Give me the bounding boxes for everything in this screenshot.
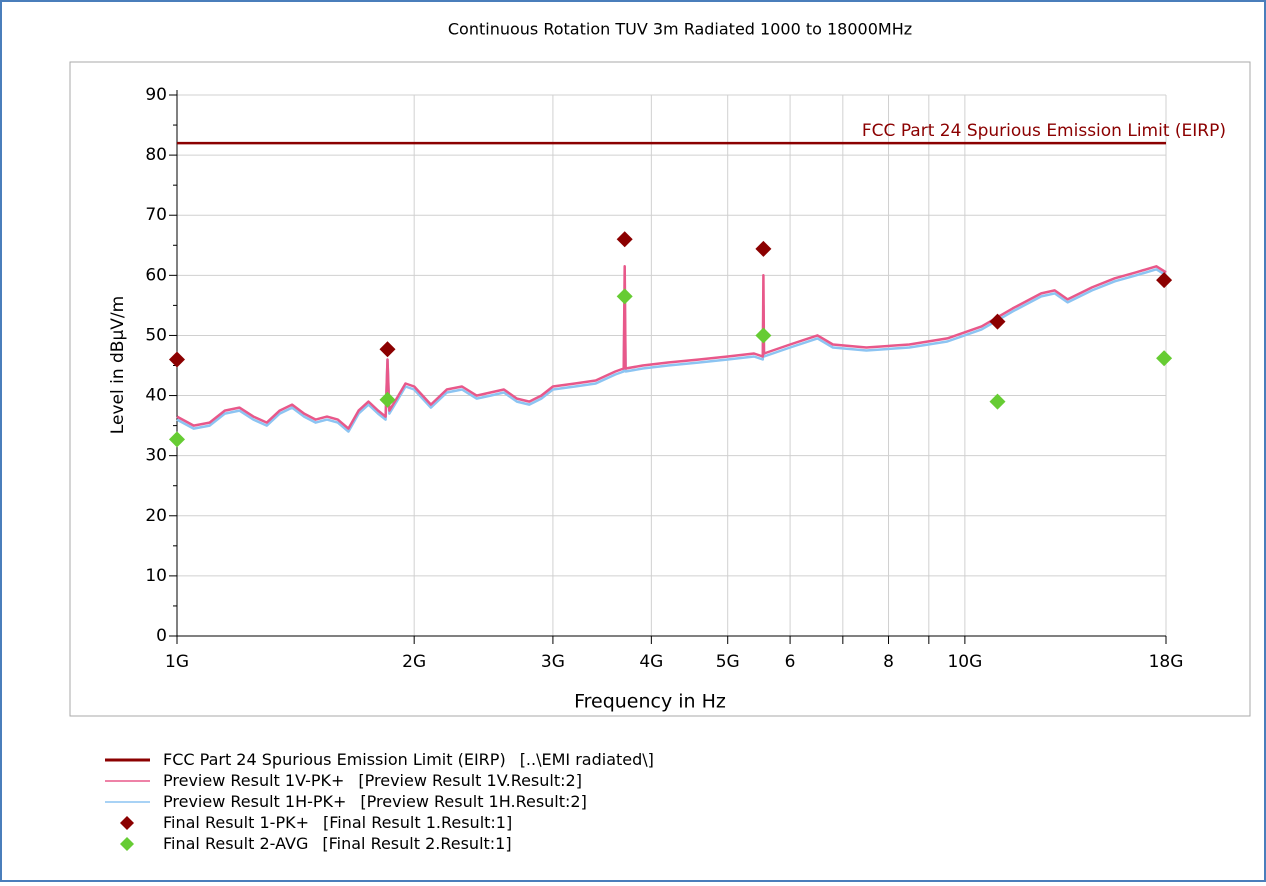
y-tick-label: 0	[156, 626, 167, 646]
legend-source: [Final Result 2.Result:1]	[322, 834, 511, 853]
marker	[379, 341, 396, 358]
legend-name: Final Result 2-AVG	[163, 834, 308, 853]
x-tick-label: 18G	[1149, 652, 1184, 672]
y-tick-label: 10	[145, 566, 167, 586]
legend-source: [Preview Result 1V.Result:2]	[358, 771, 582, 790]
y-tick-label: 50	[145, 325, 167, 345]
x-tick-label: 10G	[947, 652, 982, 672]
legend-entry: FCC Part 24 Spurious Emission Limit (EIR…	[163, 750, 654, 769]
legend-name: Preview Result 1H-PK+	[163, 792, 346, 811]
trace	[176, 265, 1167, 430]
legend-source: [..\EMI radiated\]	[520, 750, 654, 769]
legend-name: Preview Result 1V-PK+	[163, 771, 344, 790]
legend-marker	[120, 816, 134, 830]
y-tick-label: 20	[145, 506, 167, 526]
y-tick-label: 30	[145, 446, 167, 466]
x-tick-label: 6	[785, 652, 796, 672]
marker	[616, 288, 633, 305]
plot-box	[69, 61, 1251, 717]
trace	[176, 268, 1167, 433]
y-tick-label: 70	[145, 205, 167, 225]
x-axis-label: Frequency in Hz	[574, 691, 726, 713]
legend-source: [Preview Result 1H.Result:2]	[360, 792, 586, 811]
marker	[1156, 272, 1173, 289]
x-tick-label: 8	[883, 652, 894, 672]
marker	[989, 393, 1006, 410]
legend-entry: Preview Result 1V-PK+ [Preview Result 1V.…	[163, 771, 582, 790]
marker	[169, 431, 185, 448]
y-tick-label: 60	[145, 265, 167, 285]
x-tick-label: 1G	[165, 652, 189, 672]
y-tick-label: 90	[145, 85, 167, 105]
y-tick-label: 40	[145, 386, 167, 406]
x-tick-label: 3G	[541, 652, 565, 672]
marker	[169, 351, 185, 368]
legend-marker	[120, 837, 134, 851]
marker	[755, 327, 772, 344]
legend-entry: Preview Result 1H-PK+ [Preview Result 1H.…	[163, 792, 587, 811]
marker	[755, 240, 772, 257]
marker	[1156, 350, 1173, 367]
chart-title: Continuous Rotation TUV 3m Radiated 1000…	[448, 20, 912, 39]
x-tick-label: 2G	[402, 652, 426, 672]
marker	[989, 313, 1006, 330]
y-axis-label: Level in dBµV/m	[108, 296, 128, 434]
y-tick-label: 80	[145, 145, 167, 165]
legend-entry: Final Result 1-PK+ [Final Result 1.Result…	[163, 813, 512, 832]
marker	[616, 231, 633, 248]
legend-source: [Final Result 1.Result:1]	[323, 813, 512, 832]
legend-entry: Final Result 2-AVG [Final Result 2.Result…	[163, 834, 512, 853]
x-tick-label: 4G	[639, 652, 663, 672]
legend-name: FCC Part 24 Spurious Emission Limit (EIR…	[163, 750, 506, 769]
limit-label: FCC Part 24 Spurious Emission Limit (EIR…	[862, 121, 1226, 141]
marker	[379, 391, 396, 408]
x-tick-label: 5G	[716, 652, 740, 672]
legend-name: Final Result 1-PK+	[163, 813, 309, 832]
